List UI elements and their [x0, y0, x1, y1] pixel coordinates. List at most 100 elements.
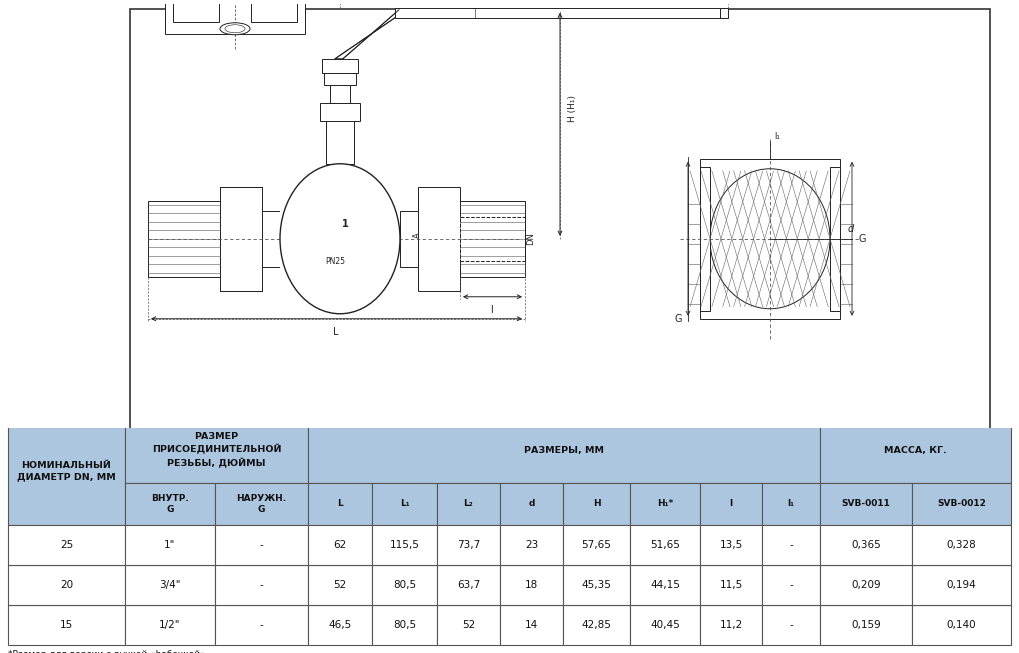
Text: 51,65: 51,65: [650, 540, 680, 550]
Bar: [308, 418, 820, 483]
Bar: [700, 159, 840, 319]
Bar: [762, 605, 820, 645]
Bar: [322, 59, 358, 72]
Text: DN: DN: [526, 232, 535, 245]
Bar: [630, 483, 700, 525]
Text: H (H₁): H (H₁): [568, 95, 577, 122]
Text: H₁*: H₁*: [657, 500, 674, 508]
Text: НАРУЖН.
G: НАРУЖН. G: [236, 494, 286, 514]
Text: -: -: [789, 620, 793, 630]
Bar: [326, 119, 354, 164]
Text: 46,5: 46,5: [328, 620, 352, 630]
Bar: [437, 605, 500, 645]
Bar: [820, 605, 912, 645]
Text: d: d: [848, 224, 854, 234]
Text: РАЗМЕРЫ, ММ: РАЗМЕРЫ, ММ: [524, 446, 604, 454]
Bar: [372, 525, 437, 565]
Bar: [700, 565, 762, 605]
Text: l: l: [730, 500, 733, 508]
Bar: [437, 483, 500, 525]
Text: 44,15: 44,15: [650, 580, 680, 590]
Bar: [500, 525, 564, 565]
Bar: [500, 605, 564, 645]
Text: 52: 52: [462, 620, 475, 630]
Bar: [564, 483, 630, 525]
Text: 42,85: 42,85: [582, 620, 611, 630]
Bar: [8, 565, 125, 605]
Bar: [308, 605, 372, 645]
Bar: [324, 72, 356, 85]
Text: d: d: [528, 500, 535, 508]
Text: -: -: [789, 540, 793, 550]
Text: A: A: [413, 232, 422, 238]
Text: L: L: [337, 500, 342, 508]
Text: 62: 62: [333, 540, 346, 550]
Text: l₁: l₁: [788, 500, 795, 508]
Ellipse shape: [280, 164, 400, 313]
Bar: [215, 525, 308, 565]
Bar: [280, 167, 400, 311]
Text: 3/4": 3/4": [159, 580, 180, 590]
Text: -: -: [789, 580, 793, 590]
Text: 15: 15: [60, 620, 73, 630]
Bar: [165, 0, 305, 34]
Text: 80,5: 80,5: [393, 580, 416, 590]
Bar: [215, 565, 308, 605]
Bar: [308, 525, 372, 565]
Bar: [251, 0, 297, 22]
Bar: [460, 217, 525, 261]
Bar: [820, 525, 912, 565]
Bar: [762, 483, 820, 525]
Bar: [500, 483, 564, 525]
Bar: [148, 200, 220, 277]
Text: L: L: [333, 326, 338, 337]
Ellipse shape: [220, 23, 250, 35]
Text: 0,209: 0,209: [851, 580, 880, 590]
Bar: [308, 483, 372, 525]
Text: 45,35: 45,35: [582, 580, 611, 590]
Bar: [372, 605, 437, 645]
Bar: [912, 525, 1011, 565]
Text: 115,5: 115,5: [389, 540, 420, 550]
Text: G: G: [858, 234, 866, 244]
Bar: [630, 565, 700, 605]
Bar: [400, 211, 418, 267]
Bar: [700, 483, 762, 525]
Text: 1: 1: [341, 219, 348, 229]
Bar: [395, 8, 720, 18]
Text: МАССА, КГ.: МАССА, КГ.: [884, 446, 947, 454]
Text: 80,5: 80,5: [393, 620, 416, 630]
Text: НОМИНАЛЬНЫЙ
ДИАМЕТР DN, ММ: НОМИНАЛЬНЫЙ ДИАМЕТР DN, ММ: [17, 461, 116, 482]
Text: SVB-0011: SVB-0011: [842, 500, 891, 508]
Text: 20: 20: [60, 580, 73, 590]
Text: 11,2: 11,2: [719, 620, 743, 630]
Bar: [700, 167, 710, 311]
Bar: [762, 565, 820, 605]
Bar: [820, 483, 912, 525]
Text: 13,5: 13,5: [719, 540, 743, 550]
Bar: [330, 83, 350, 103]
Bar: [130, 8, 990, 429]
Bar: [125, 418, 308, 483]
Bar: [912, 565, 1011, 605]
Bar: [700, 605, 762, 645]
Text: 0,159: 0,159: [851, 620, 880, 630]
Text: H: H: [593, 500, 600, 508]
Bar: [437, 525, 500, 565]
Bar: [372, 565, 437, 605]
Bar: [460, 200, 525, 277]
Bar: [437, 565, 500, 605]
Text: 18: 18: [525, 580, 538, 590]
Bar: [262, 211, 280, 267]
Text: 23: 23: [525, 540, 538, 550]
Bar: [215, 483, 308, 525]
Text: 73,7: 73,7: [457, 540, 480, 550]
Bar: [564, 525, 630, 565]
Bar: [720, 8, 728, 18]
Text: -: -: [260, 540, 263, 550]
Text: -: -: [260, 620, 263, 630]
Text: 11,5: 11,5: [719, 580, 743, 590]
Text: 0,194: 0,194: [947, 580, 976, 590]
Text: 0,365: 0,365: [851, 540, 880, 550]
Text: 1": 1": [164, 540, 175, 550]
